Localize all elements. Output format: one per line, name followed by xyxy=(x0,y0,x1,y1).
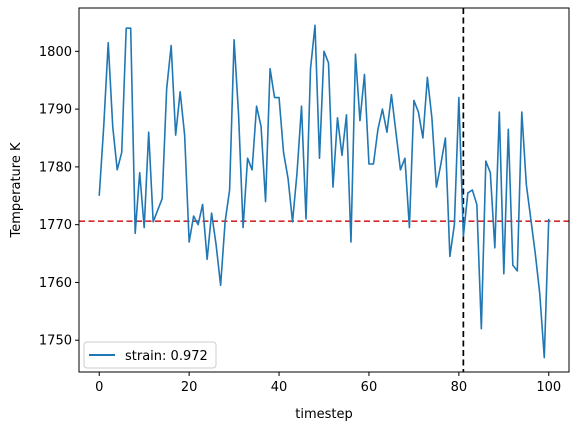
y-tick-label: 1790 xyxy=(39,103,72,118)
plot-frame xyxy=(78,7,570,373)
y-axis: 1750 1760 1770 1780 1790 1800 xyxy=(39,45,79,349)
legend-box xyxy=(83,341,217,369)
reference-lines xyxy=(79,8,569,372)
series-line xyxy=(98,24,550,359)
series-group xyxy=(98,24,550,359)
x-tick-label: 20 xyxy=(181,380,198,395)
y-tick-label: 1770 xyxy=(39,218,72,233)
y-tick-label: 1750 xyxy=(39,334,72,349)
y-axis-label: Temperature K xyxy=(9,142,24,238)
x-tick-label: 100 xyxy=(536,380,561,395)
y-tick-label: 1780 xyxy=(39,160,72,175)
x-tick-label: 60 xyxy=(361,380,378,395)
legend: strain: 0.972 xyxy=(83,341,217,369)
x-axis: 0 20 40 60 80 100 xyxy=(95,372,561,395)
y-tick-label: 1760 xyxy=(39,276,72,291)
x-tick-label: 40 xyxy=(271,380,288,395)
legend-label: strain: 0.972 xyxy=(125,349,208,364)
x-axis-label: timestep xyxy=(295,407,353,422)
y-tick-label: 1800 xyxy=(39,45,72,60)
x-tick-label: 80 xyxy=(451,380,468,395)
x-tick-label: 0 xyxy=(95,380,103,395)
